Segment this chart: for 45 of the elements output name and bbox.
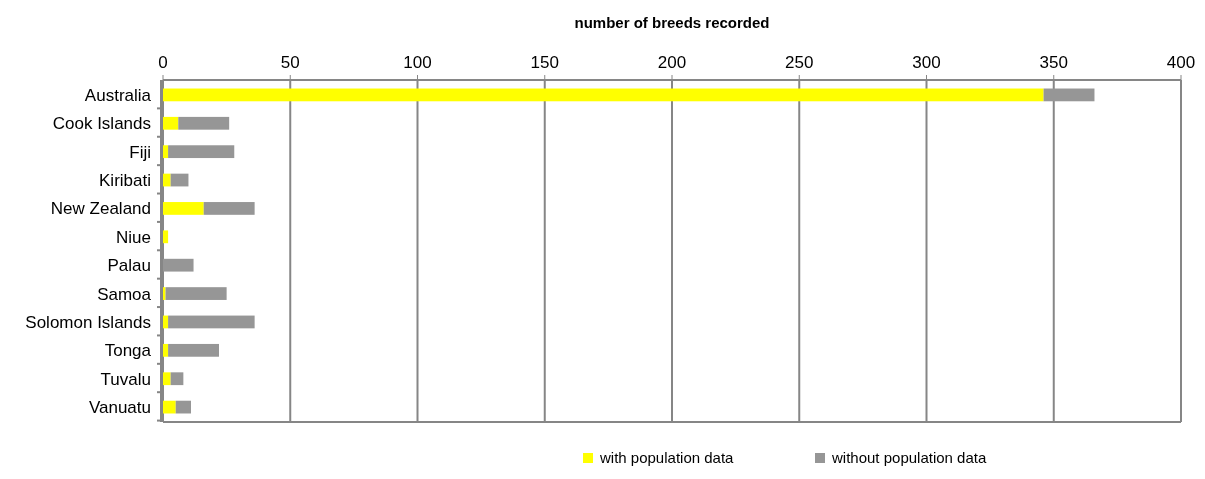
x-tick-label: 150: [530, 53, 559, 72]
y-tick-label: Kiribati: [99, 171, 151, 190]
bar: [203, 202, 255, 215]
y-tick-label: Niue: [116, 227, 151, 247]
x-axis-title: number of breeds recorded: [574, 14, 770, 31]
bar: [163, 145, 169, 159]
x-tick-label: 50: [280, 53, 300, 72]
bar: [163, 230, 169, 244]
y-tick-label: Cook Islands: [52, 114, 151, 134]
bar: [1043, 88, 1095, 102]
bar: [168, 343, 219, 357]
y-tick-label: Palau: [107, 256, 151, 276]
x-tick-label: 350: [1039, 53, 1068, 72]
bar: [163, 88, 1044, 102]
bar: [163, 287, 166, 300]
x-tick-label: 200: [657, 53, 687, 72]
bar: [165, 287, 227, 300]
bar: [163, 116, 179, 130]
bar: [163, 400, 176, 414]
bar: [170, 372, 184, 386]
x-tick-label: 0: [158, 53, 168, 72]
y-tick-label: Fiji: [129, 142, 151, 162]
y-tick-label: Vanuatu: [88, 398, 151, 418]
y-tick-label: New Zealand: [50, 199, 151, 219]
x-tick-label: 400: [1166, 53, 1196, 72]
x-tick-label: 300: [912, 53, 941, 72]
bar: [168, 315, 255, 329]
y-tick-label: Australia: [84, 85, 152, 105]
bar: [163, 173, 171, 187]
bar: [163, 343, 169, 357]
y-tick-label: Solomon Islands: [25, 312, 151, 332]
x-tick-label: 250: [785, 53, 814, 72]
legend-label: without population data: [831, 449, 987, 467]
legend-label: with population data: [599, 449, 735, 467]
bar: [168, 145, 235, 159]
y-tick-label: Samoa: [97, 284, 152, 304]
y-tick-label: Tuvalu: [100, 369, 151, 389]
bar: [163, 315, 169, 329]
bar: [175, 400, 191, 414]
bar: [163, 258, 194, 272]
bar: [163, 202, 204, 215]
x-tick-label: 100: [403, 53, 432, 72]
y-tick-label: Tonga: [104, 341, 152, 361]
bar: [163, 372, 171, 386]
bar: [178, 116, 230, 130]
